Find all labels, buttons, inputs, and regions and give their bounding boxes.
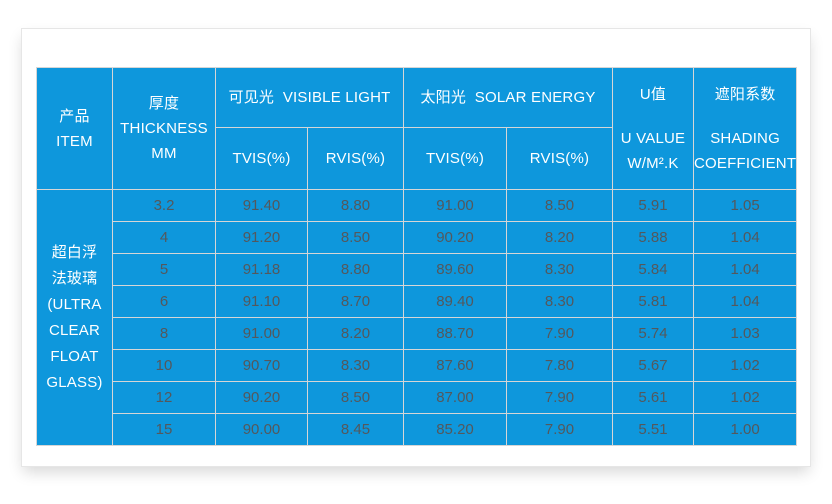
cell-u-value: 5.51 <box>612 413 694 446</box>
header-u-en: U VALUE <box>620 129 686 147</box>
subheader-solar-tvis: TVIS(%) <box>403 127 507 190</box>
cell-se-tvis: 89.40 <box>403 285 507 318</box>
header-row-1: 产品 ITEM 厚度 THICKNESS MM 可见光 VISIBLE LIGH… <box>36 67 798 190</box>
cell-se-tvis: 90.20 <box>403 221 507 254</box>
cell-u-value: 5.74 <box>612 317 694 350</box>
cell-shading: 1.02 <box>692 349 798 382</box>
header-thickness: 厚度 THICKNESS MM <box>112 67 216 190</box>
cell-se-tvis: 87.00 <box>403 381 507 414</box>
cell-vl-rvis: 8.30 <box>307 349 404 382</box>
table-row: 12 90.20 8.50 87.00 7.90 5.61 1.02 <box>37 381 798 414</box>
cell-vl-tvis: 91.00 <box>215 317 308 350</box>
cell-thickness: 15 <box>112 413 216 446</box>
cell-u-value: 5.61 <box>612 381 694 414</box>
table-row: 6 91.10 8.70 89.40 8.30 5.81 1.04 <box>37 285 798 318</box>
header-u-value: U值 U VALUE W/M².K <box>612 67 694 190</box>
cell-se-tvis: 87.60 <box>403 349 507 382</box>
header-u-zh: U值 <box>639 85 667 103</box>
header-visible-light: 可见光 VISIBLE LIGHT <box>215 67 404 128</box>
cell-vl-tvis: 90.20 <box>215 381 308 414</box>
cell-vl-rvis: 8.80 <box>307 253 404 286</box>
cell-shading: 1.04 <box>692 221 798 254</box>
header-shading-coefficient: 遮阳系数 SHADING COEFFICIENT <box>692 67 798 190</box>
cell-se-rvis: 7.90 <box>506 317 613 350</box>
cell-thickness: 5 <box>112 253 216 286</box>
cell-shading: 1.04 <box>692 253 798 286</box>
header-row-2: TVIS(%) RVIS(%) TVIS(%) RVIS(%) <box>37 127 797 190</box>
cell-se-rvis: 7.90 <box>506 381 613 414</box>
cell-thickness: 6 <box>112 285 216 318</box>
cell-shading: 1.00 <box>692 413 798 446</box>
cell-se-rvis: 8.30 <box>506 253 613 286</box>
cell-vl-rvis: 8.45 <box>307 413 404 446</box>
table-row: 5 91.18 8.80 89.60 8.30 5.84 1.04 <box>37 253 798 286</box>
header-thickness-unit: MM <box>151 145 177 162</box>
cell-vl-tvis: 91.20 <box>215 221 308 254</box>
header-thickness-zh: 厚度 <box>148 95 180 112</box>
cell-vl-rvis: 8.50 <box>307 221 404 254</box>
cell-shading: 1.05 <box>692 189 798 222</box>
subheader-solar-rvis: RVIS(%) <box>506 127 613 190</box>
cell-shading: 1.02 <box>692 381 798 414</box>
cell-se-tvis: 89.60 <box>403 253 507 286</box>
header-item: 产品 ITEM <box>36 67 113 190</box>
cell-u-value: 5.81 <box>612 285 694 318</box>
glass-spec-table: 产品 ITEM 厚度 THICKNESS MM 可见光 VISIBLE LIGH… <box>36 67 798 446</box>
cell-se-tvis: 91.00 <box>403 189 507 222</box>
cell-se-tvis: 85.20 <box>403 413 507 446</box>
cell-se-tvis: 88.70 <box>403 317 507 350</box>
cell-vl-rvis: 8.80 <box>307 189 404 222</box>
cell-se-rvis: 7.80 <box>506 349 613 382</box>
header-thickness-en: THICKNESS <box>120 120 208 137</box>
table-row: 10 90.70 8.30 87.60 7.80 5.67 1.02 <box>37 349 798 382</box>
subheader-visible-rvis: RVIS(%) <box>307 127 404 190</box>
subheader-visible-tvis: TVIS(%) <box>215 127 308 190</box>
table-row: 15 90.00 8.45 85.20 7.90 5.51 1.00 <box>37 413 798 446</box>
cell-thickness: 12 <box>112 381 216 414</box>
cell-thickness: 3.2 <box>112 189 216 222</box>
header-u-unit: W/M².K <box>627 154 679 172</box>
cell-se-rvis: 8.30 <box>506 285 613 318</box>
cell-u-value: 5.88 <box>612 221 694 254</box>
table-row: 超白浮 法玻璃 (ULTRA CLEAR FLOAT GLASS) 3.2 91… <box>36 189 798 446</box>
cell-shading: 1.04 <box>692 285 798 318</box>
header-shading-en2: COEFFICIENT <box>694 154 797 172</box>
cell-vl-tvis: 91.18 <box>215 253 308 286</box>
cell-se-rvis: 8.20 <box>506 221 613 254</box>
cell-vl-tvis: 90.00 <box>215 413 308 446</box>
spec-sheet-card: 产品 ITEM 厚度 THICKNESS MM 可见光 VISIBLE LIGH… <box>21 28 811 467</box>
cell-vl-rvis: 8.50 <box>307 381 404 414</box>
cell-vl-tvis: 90.70 <box>215 349 308 382</box>
header-item-zh: 产品 <box>59 107 90 125</box>
cell-u-value: 5.91 <box>612 189 694 222</box>
table-row: 8 91.00 8.20 88.70 7.90 5.74 1.03 <box>37 317 798 350</box>
cell-thickness: 10 <box>112 349 216 382</box>
cell-thickness: 4 <box>112 221 216 254</box>
cell-vl-rvis: 8.20 <box>307 317 404 350</box>
cell-se-rvis: 8.50 <box>506 189 613 222</box>
cell-shading: 1.03 <box>692 317 798 350</box>
header-shading-en1: SHADING <box>710 129 780 147</box>
header-item-en: ITEM <box>56 132 93 150</box>
cell-vl-tvis: 91.40 <box>215 189 308 222</box>
cell-vl-rvis: 8.70 <box>307 285 404 318</box>
header-shading-zh: 遮阳系数 <box>714 85 776 103</box>
product-name-cell: 超白浮 法玻璃 (ULTRA CLEAR FLOAT GLASS) <box>36 189 113 446</box>
cell-vl-tvis: 91.10 <box>215 285 308 318</box>
cell-thickness: 8 <box>112 317 216 350</box>
header-solar-energy: 太阳光 SOLAR ENERGY <box>403 67 613 128</box>
table-row: 4 91.20 8.50 90.20 8.20 5.88 1.04 <box>37 221 798 254</box>
cell-se-rvis: 7.90 <box>506 413 613 446</box>
cell-u-value: 5.67 <box>612 349 694 382</box>
cell-u-value: 5.84 <box>612 253 694 286</box>
